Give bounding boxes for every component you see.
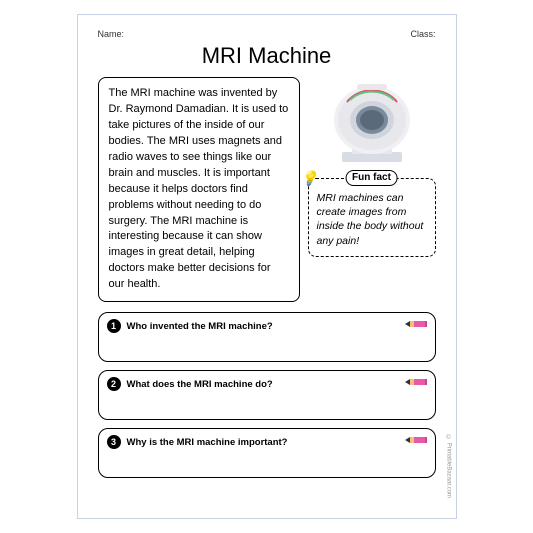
- pencil-icon: [405, 317, 427, 331]
- question-box-3: 3 Why is the MRI machine important?: [98, 428, 436, 478]
- class-label: Class:: [410, 29, 435, 39]
- question-header: 3 Why is the MRI machine important?: [107, 435, 427, 449]
- passage-box: The MRI machine was invented by Dr. Raym…: [98, 77, 300, 302]
- lightbulb-icon: 💡: [301, 169, 318, 188]
- question-text: What does the MRI machine do?: [127, 379, 273, 390]
- question-text: Who invented the MRI machine?: [127, 321, 273, 332]
- pencil-icon: [405, 375, 427, 389]
- watermark: © PrintableBazaar.com: [446, 435, 452, 498]
- header-row: Name: Class:: [98, 29, 436, 39]
- pencil-icon: [405, 433, 427, 447]
- question-header: 2 What does the MRI machine do?: [107, 377, 427, 391]
- name-label: Name:: [98, 29, 125, 39]
- funfact-label: Fun fact: [345, 170, 398, 186]
- question-number: 1: [107, 319, 121, 333]
- question-number: 3: [107, 435, 121, 449]
- funfact-box: 💡 Fun fact MRI machines can create image…: [308, 178, 436, 257]
- question-header: 1 Who invented the MRI machine?: [107, 319, 427, 333]
- page-title: MRI Machine: [98, 43, 436, 69]
- question-box-1: 1 Who invented the MRI machine?: [98, 312, 436, 362]
- content-row: The MRI machine was invented by Dr. Raym…: [98, 77, 436, 302]
- question-number: 2: [107, 377, 121, 391]
- funfact-text: MRI machines can create images from insi…: [317, 191, 427, 248]
- worksheet-page: Name: Class: MRI Machine The MRI machine…: [77, 14, 457, 519]
- mri-illustration: [308, 77, 436, 172]
- question-box-2: 2 What does the MRI machine do?: [98, 370, 436, 420]
- right-column: 💡 Fun fact MRI machines can create image…: [308, 77, 436, 302]
- question-text: Why is the MRI machine important?: [127, 437, 288, 448]
